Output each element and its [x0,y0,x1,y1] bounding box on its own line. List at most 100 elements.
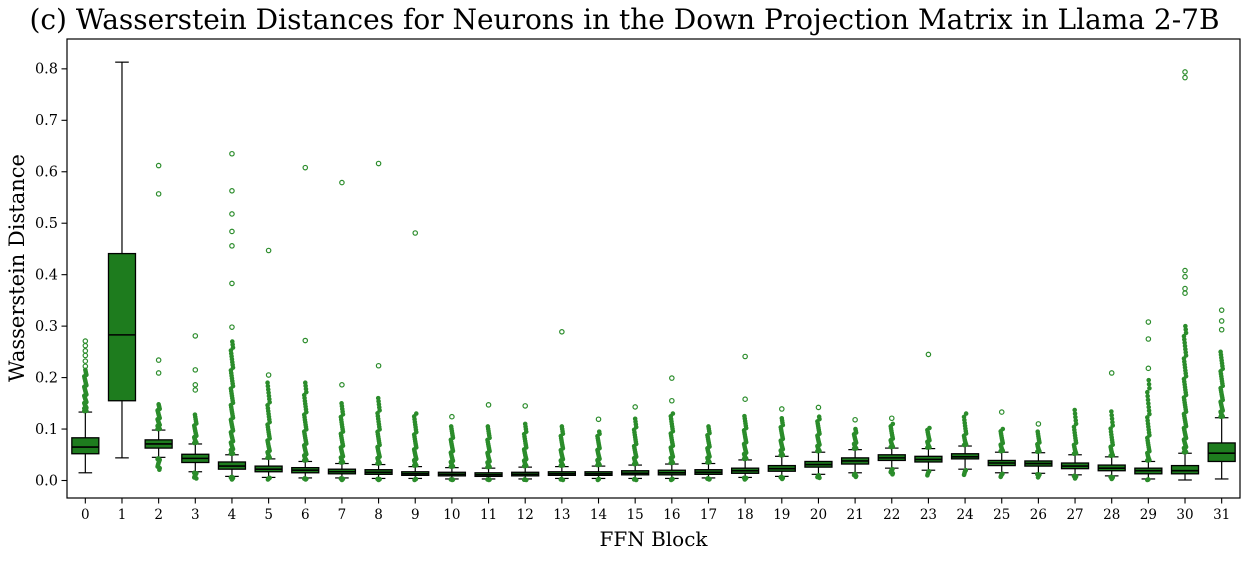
outlier-point [155,357,162,363]
outlier-point [1108,426,1113,431]
box-group-29 [1134,319,1163,483]
outlier-point [1181,356,1187,361]
outlier-point [1072,407,1077,413]
x-tick-label: 3 [191,507,200,523]
outlier-point [817,475,822,481]
outlier-point [301,392,307,398]
outlier-point [596,429,602,434]
outlier-point [1146,401,1151,406]
outlier-point [925,473,930,478]
outlier-point [1145,477,1150,483]
x-tick-label: 10 [443,507,460,523]
outlier-point [888,415,895,422]
box-group-4 [217,150,247,482]
x-tick-label: 21 [847,507,864,523]
outlier-point [1000,426,1006,432]
outlier-point [522,421,528,427]
outlier-point [194,476,199,481]
x-tick-label: 19 [773,507,790,523]
outlier-point [485,424,491,429]
outlier-point [192,381,199,388]
x-tick-label: 25 [993,507,1010,523]
outlier-point [815,404,822,411]
outlier-point [742,353,748,360]
box-group-10 [437,413,467,483]
x-tick-label: 29 [1140,507,1157,523]
y-tick-label: 0.7 [35,113,58,129]
box-group-31 [1207,307,1236,480]
box-group-0 [71,338,100,474]
y-axis: 0.0 0.1 0.2 0.3 0.4 0.5 0.6 0.7 0.8 [35,62,67,489]
outlier-point [1218,326,1225,333]
outlier-point [302,164,309,171]
box-group-22 [877,415,906,477]
outlier-point [742,413,747,419]
outlier-point [1182,267,1188,274]
box [71,437,100,455]
x-tick-label: 9 [411,507,420,523]
box-group-8 [364,160,393,483]
outlier-point [155,370,162,376]
outlier-point [303,477,308,482]
outlier-point [1145,389,1150,395]
box-group-30 [1170,69,1200,481]
outlier-point [925,351,932,358]
outlier-point [1145,397,1151,403]
outlier-point [670,411,676,416]
y-tick-label: 0.4 [35,267,58,283]
outlier-point [1072,476,1078,481]
outlier-point [1182,273,1188,280]
outlier-point [449,477,455,483]
box-group-6 [291,164,320,482]
x-tick-label: 27 [1066,507,1083,523]
outlier-point [339,179,345,186]
outlier-point [1182,285,1188,292]
box-group-16 [657,375,686,483]
y-tick-label: 0.6 [35,165,58,181]
x-tick-label: 1 [118,507,127,523]
outlier-point [230,339,235,344]
box-group-15 [621,404,650,483]
outlier-point [82,342,89,349]
box-group-18 [730,353,760,482]
outlier-point [413,411,419,416]
outlier-point [1109,409,1114,414]
outlier-point [1071,424,1077,430]
plot-frame [66,38,1241,499]
outlier-point [1035,475,1041,480]
x-tick-label: 12 [517,507,534,523]
outlier-point [1146,377,1152,383]
outlier-point [742,396,748,403]
outlier-point [595,416,602,423]
outlier-point [192,333,199,339]
x-tick-label: 11 [480,507,497,523]
outlier-point [852,416,858,423]
outlier-point [449,413,455,420]
outlier-point [1108,370,1115,376]
box-group-3 [181,333,210,481]
box-group-24 [950,411,980,478]
outlier-point [778,406,785,412]
outlier-point [963,411,969,416]
outlier-point [1182,69,1188,75]
outlier-point [1218,307,1225,313]
outlier-point [890,472,895,477]
outlier-point [265,380,270,386]
outlier-point [156,402,161,407]
outlier-point [961,414,967,420]
outlier-point [560,477,566,483]
outlier-point [339,381,345,388]
outlier-point [448,424,454,429]
outlier-point [82,363,89,370]
outlier-point [853,474,859,480]
outlier-point [82,338,89,344]
outlier-point [890,421,896,427]
y-tick-label: 0.2 [35,370,58,386]
x-axis-label: FFN Block [599,527,708,551]
y-tick-label: 0.0 [35,473,58,489]
outlier-point [265,247,272,254]
outlier-point [229,280,235,287]
chart-title: (c) Wasserstein Distances for Neurons in… [29,3,1220,36]
x-tick-label: 23 [920,507,937,523]
